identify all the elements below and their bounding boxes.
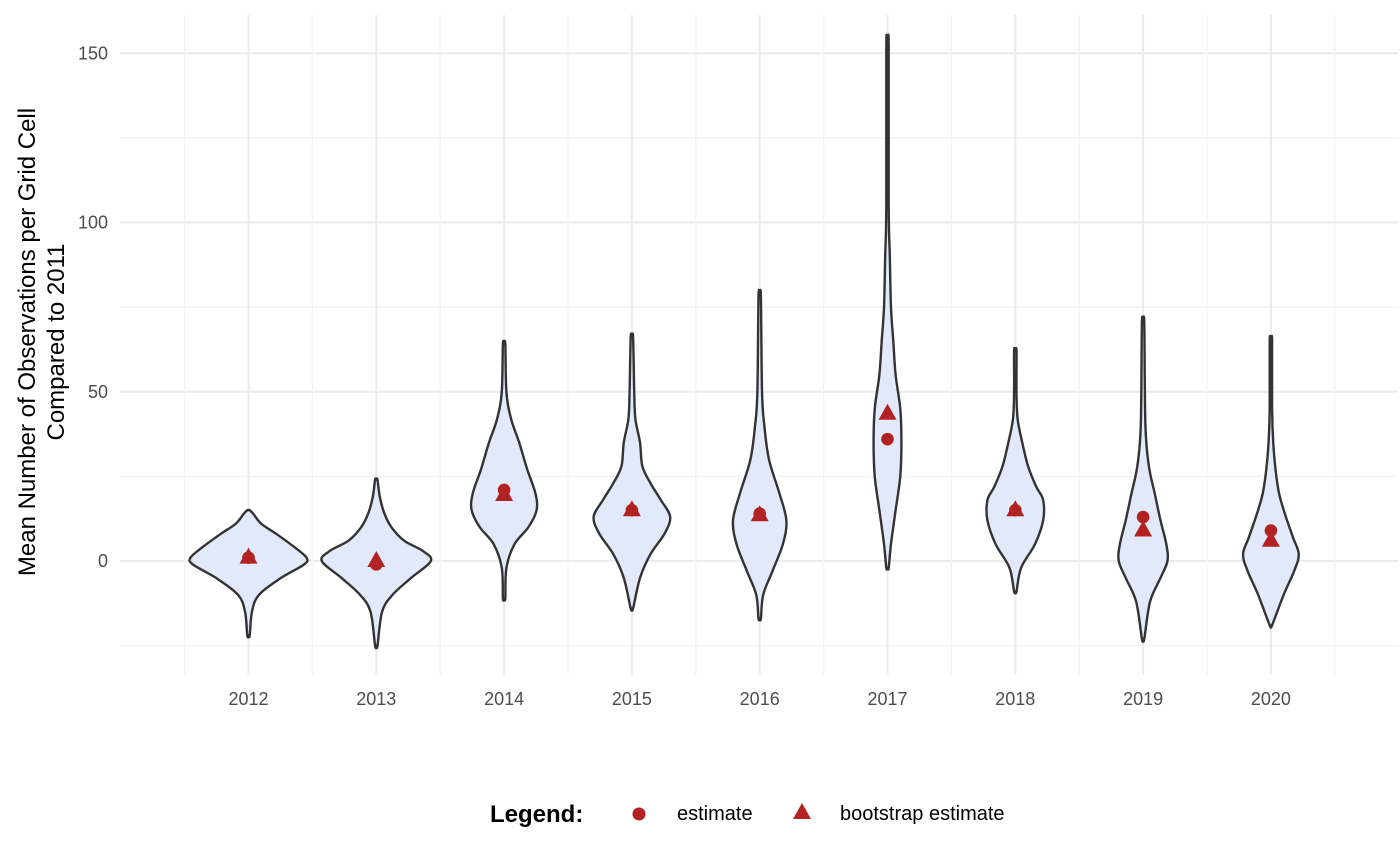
- legend-label-bootstrap: bootstrap estimate: [840, 803, 1005, 825]
- violin-2017: [872, 33, 903, 571]
- point-bootstrap-2017: [878, 403, 897, 420]
- point-bootstrap-2015: [622, 500, 641, 517]
- y-axis-ticks: 0 50 100 150: [78, 43, 108, 571]
- y-tick-label: 100: [78, 213, 108, 233]
- violin-2015: [592, 332, 672, 612]
- y-axis-title: Mean Number of Observations per Grid Cel…: [14, 108, 41, 576]
- point-estimate-2017: [881, 432, 894, 446]
- point-bootstrap-2018: [1006, 500, 1025, 517]
- y-tick-label: 50: [88, 382, 108, 402]
- legend: Legend: estimate bootstrap estimate: [490, 801, 1005, 828]
- points: [239, 403, 1280, 571]
- legend-label-estimate: estimate: [677, 803, 753, 825]
- violin-2014: [469, 339, 539, 602]
- y-tick-label: 150: [78, 43, 108, 63]
- violin-2019: [1117, 315, 1170, 643]
- x-axis-ticks: 2012 2013 2014 2015 2016 2017 2018 2019 2020: [228, 689, 1290, 709]
- x-tick-label: 2015: [612, 689, 652, 709]
- x-tick-label: 2014: [484, 689, 524, 709]
- triangle-icon: [793, 803, 811, 819]
- point-bootstrap-2014: [495, 484, 514, 501]
- x-tick-label: 2019: [1123, 689, 1163, 709]
- point-bootstrap-2016: [750, 505, 769, 522]
- y-tick-label: 0: [98, 551, 108, 571]
- point-estimate-2019: [1136, 510, 1150, 524]
- point-bootstrap-2012: [239, 547, 258, 564]
- violin-2018: [985, 346, 1046, 595]
- violin-2016: [731, 288, 788, 622]
- violin-2020: [1241, 334, 1300, 629]
- x-tick-label: 2018: [995, 689, 1035, 709]
- point-estimate-2020: [1264, 524, 1278, 537]
- y-axis-title-line2: Compared to 2011: [43, 243, 70, 440]
- point-bootstrap-2013: [367, 551, 386, 567]
- x-tick-label: 2020: [1251, 689, 1291, 709]
- x-tick-label: 2012: [228, 689, 268, 709]
- circle-icon: [632, 807, 646, 821]
- x-tick-label: 2017: [867, 689, 907, 709]
- legend-title: Legend:: [490, 801, 583, 828]
- point-bootstrap-2019: [1134, 520, 1153, 537]
- point-bootstrap-2020: [1261, 530, 1280, 547]
- x-tick-label: 2016: [740, 689, 780, 709]
- x-tick-label: 2013: [356, 689, 396, 709]
- violins: [188, 33, 1300, 650]
- violin-2012: [188, 508, 309, 639]
